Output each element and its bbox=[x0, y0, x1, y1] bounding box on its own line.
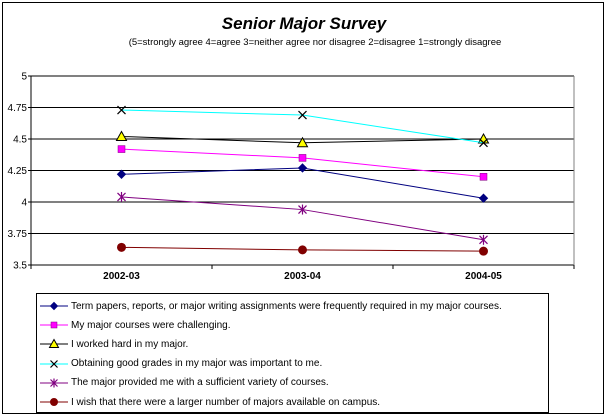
x-tick-label: 2004-05 bbox=[465, 271, 502, 282]
legend-key bbox=[40, 338, 68, 349]
chart-subtitle: (5=strongly agree 4=agree 3=neither agre… bbox=[128, 37, 502, 48]
x-tick-label: 2003-04 bbox=[284, 271, 321, 282]
y-tick-label: 4.75 bbox=[8, 103, 28, 114]
series-4 bbox=[117, 105, 488, 148]
data-point bbox=[49, 301, 59, 311]
y-tick-label: 4.25 bbox=[8, 166, 28, 177]
legend-label: I worked hard in my major. bbox=[71, 338, 189, 350]
y-tick-label: 3.75 bbox=[8, 229, 28, 240]
legend-key bbox=[40, 301, 68, 311]
data-point bbox=[117, 105, 126, 115]
series-2 bbox=[117, 145, 488, 181]
data-point bbox=[50, 378, 58, 388]
data-point bbox=[298, 154, 307, 162]
x-tick-label: 2002-03 bbox=[103, 271, 140, 282]
data-point bbox=[478, 193, 489, 203]
legend-item: I wish that there were a larger number o… bbox=[37, 394, 548, 410]
data-point bbox=[48, 338, 60, 349]
y-tick-label: 3.5 bbox=[13, 261, 27, 272]
data-point bbox=[115, 130, 128, 141]
data-point bbox=[297, 163, 308, 173]
data-point bbox=[479, 173, 488, 181]
data-point bbox=[50, 359, 58, 368]
legend-key bbox=[40, 378, 68, 388]
legend-item: Term papers, reports, or major writing a… bbox=[37, 298, 548, 314]
y-tick-label: 4.5 bbox=[13, 135, 27, 146]
data-point bbox=[479, 234, 488, 245]
legend-item: The major provided me with a sufficient … bbox=[37, 375, 548, 391]
y-tick-label: 5 bbox=[21, 72, 27, 83]
chart-title: Senior Major Survey bbox=[221, 14, 387, 33]
data-point bbox=[117, 242, 126, 252]
legend-label: Term papers, reports, or major writing a… bbox=[71, 300, 502, 312]
data-point bbox=[296, 136, 309, 148]
series-5 bbox=[117, 191, 488, 245]
data-point bbox=[298, 110, 307, 120]
legend: Term papers, reports, or major writing a… bbox=[36, 293, 549, 413]
legend-item: My major courses were challenging. bbox=[37, 317, 548, 333]
data-point bbox=[117, 191, 126, 202]
legend-label: My major courses were challenging. bbox=[71, 319, 231, 331]
legend-key bbox=[40, 398, 68, 406]
data-point bbox=[479, 246, 488, 256]
data-point bbox=[116, 169, 127, 179]
series-1 bbox=[116, 163, 489, 203]
series-6 bbox=[117, 242, 488, 256]
legend-item: I worked hard in my major. bbox=[37, 336, 548, 352]
data-point bbox=[117, 145, 126, 153]
legend-label: Obtaining good grades in my major was im… bbox=[71, 358, 323, 370]
data-point bbox=[479, 138, 488, 148]
data-point bbox=[298, 245, 307, 255]
legend-item: Obtaining good grades in my major was im… bbox=[37, 356, 548, 372]
y-tick-label: 4 bbox=[21, 198, 27, 209]
data-point bbox=[50, 321, 58, 329]
data-point bbox=[50, 398, 58, 406]
legend-key bbox=[40, 321, 68, 329]
legend-label: The major provided me with a sufficient … bbox=[71, 377, 329, 389]
legend-key bbox=[40, 359, 68, 368]
data-point bbox=[298, 204, 307, 215]
legend-label: I wish that there were a larger number o… bbox=[71, 396, 381, 408]
